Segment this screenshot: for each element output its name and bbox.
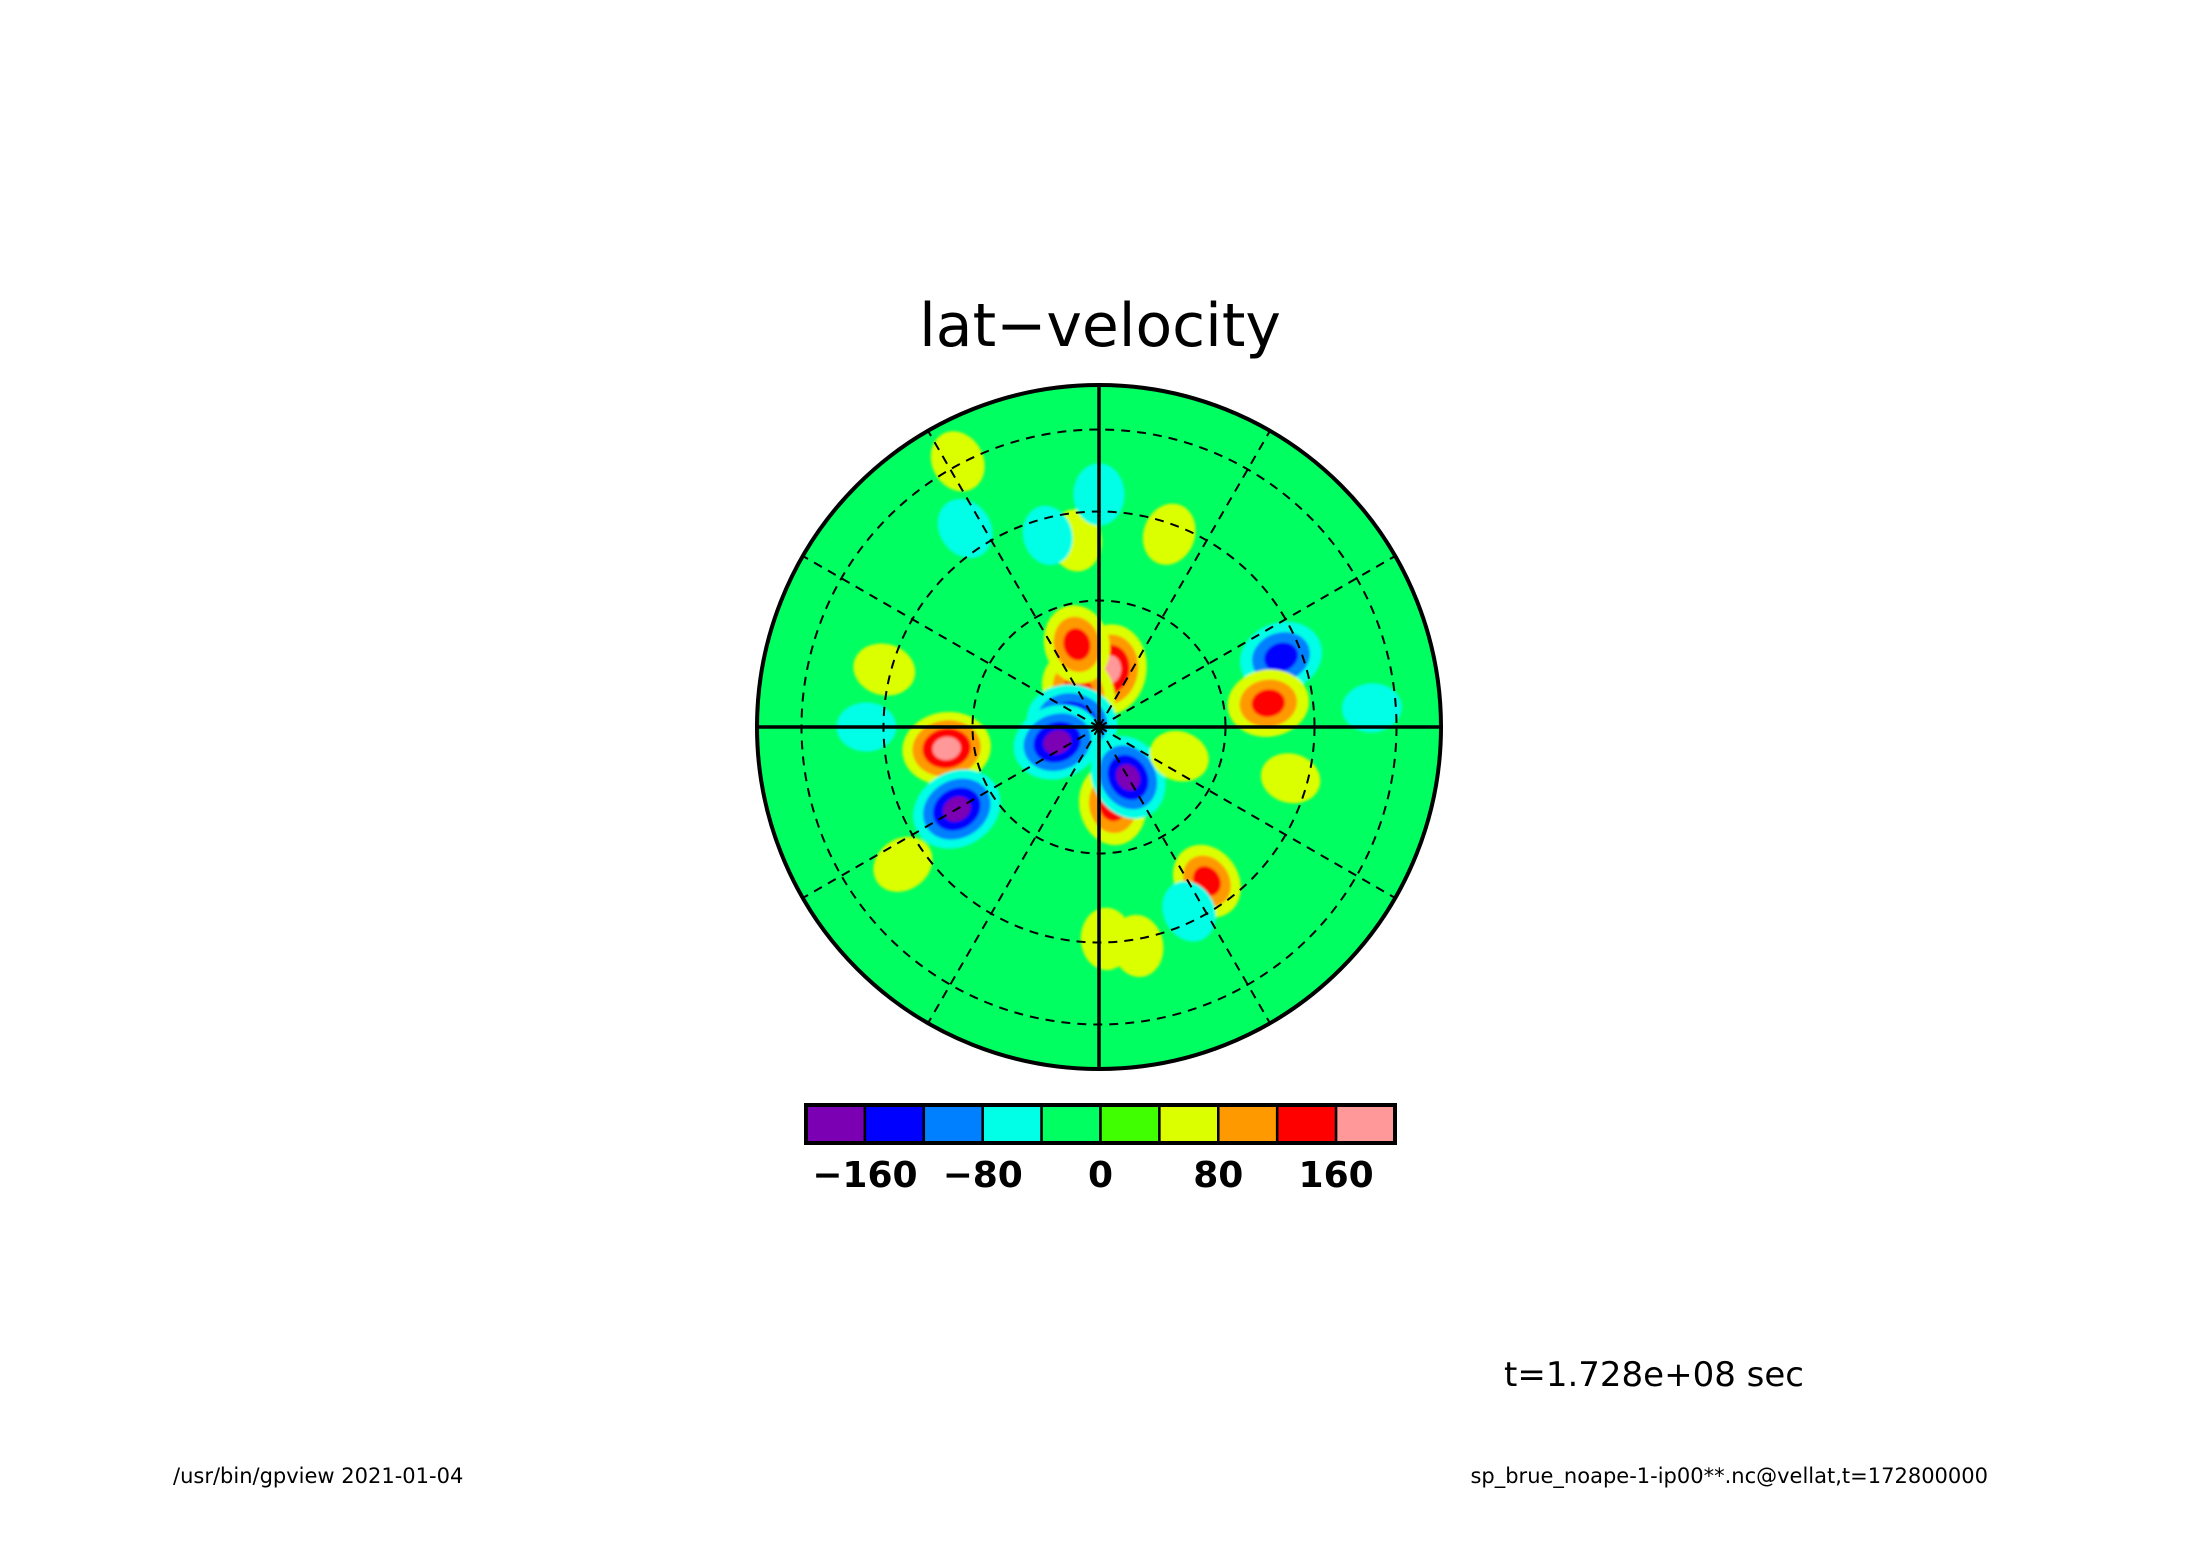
colorbar-bin-9 xyxy=(1334,1103,1397,1145)
colorbar-tick-label: 160 xyxy=(1299,1155,1374,1196)
contour-blob-23-0 xyxy=(1080,907,1133,971)
contour-layers xyxy=(836,431,1402,977)
time-label: t=1.728e+08 sec xyxy=(1504,1355,1804,1395)
footer-right: sp_brue_noape-1-ip00**.nc@vellat,t=17280… xyxy=(1470,1464,1988,1489)
contour-blob-10-2 xyxy=(1251,689,1286,718)
contour-blob-8-3 xyxy=(1116,764,1141,791)
contour-blob-2-2 xyxy=(1063,628,1091,661)
contour-blob-22-0 xyxy=(930,431,985,492)
contour-blob-19-0 xyxy=(853,643,916,696)
colorbar-bin-5 xyxy=(1099,1103,1161,1145)
colorbar-tick-label: 0 xyxy=(1088,1155,1113,1196)
contour-blob-24-0 xyxy=(1149,730,1209,782)
colorbar-bin-2 xyxy=(922,1103,984,1145)
colorbar-bin-0 xyxy=(804,1103,867,1145)
contour-blob-21-0 xyxy=(873,836,933,892)
contour-blob-18-0 xyxy=(937,498,993,559)
contour-blob-13-0 xyxy=(1162,881,1216,942)
colorbar-frame xyxy=(804,1103,1397,1145)
colorbar-bin-1 xyxy=(863,1103,926,1145)
contour-blob-9-2 xyxy=(1264,642,1298,672)
map-gridlines xyxy=(755,383,1443,1071)
colorbar-bin-7 xyxy=(1217,1103,1279,1145)
colorbar-tick-label: −160 xyxy=(812,1155,917,1196)
contour-blob-25-0 xyxy=(1341,683,1402,733)
colorbar-bin-3 xyxy=(981,1103,1043,1145)
colorbar-bin-4 xyxy=(1040,1103,1102,1145)
map-boundary xyxy=(755,383,1443,1071)
colorbar-tick-label: −80 xyxy=(943,1155,1023,1196)
polar-map xyxy=(755,383,1443,1071)
chart-title: lat−velocity xyxy=(919,291,1281,361)
contour-blob-5-3 xyxy=(932,736,961,761)
footer-left: /usr/bin/gpview 2021-01-04 xyxy=(173,1464,463,1488)
colorbar-bin-8 xyxy=(1275,1103,1338,1145)
colorbar-bin-6 xyxy=(1158,1103,1220,1145)
colorbar: −160 −80 0 80 160 xyxy=(804,1103,1397,1196)
colorbar-tick-label: 80 xyxy=(1193,1155,1243,1196)
